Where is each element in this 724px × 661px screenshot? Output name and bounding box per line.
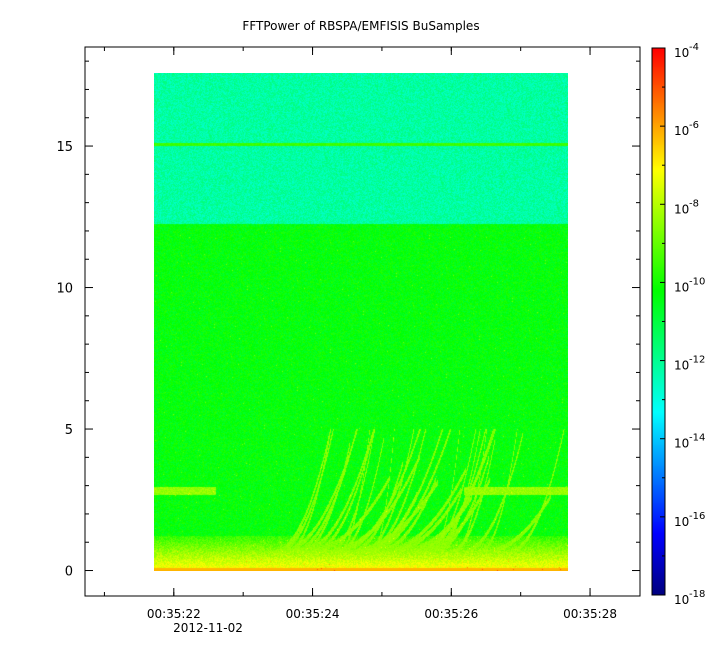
colorbar-tick-exponent: -10 [689,276,705,287]
spectrogram-canvas [154,73,568,571]
colorbar-tick-label: 10 [674,359,689,373]
colorbar-tick-exponent: -18 [689,589,705,600]
x-tick-label: 00:35:28 [563,607,617,621]
x-axis-date-label: 2012-11-02 [173,621,243,635]
colorbar-tick-label: 10 [674,515,689,529]
chart-title: FFTPower of RBSPA/EMFISIS BuSamples [242,19,479,33]
colorbar-holder [652,48,665,595]
colorbar-tick-label: 10 [674,124,689,138]
colorbar-tick-exponent: -14 [689,433,705,444]
x-tick-label: 00:35:26 [424,607,478,621]
colorbar-tick-label: 10 [674,280,689,294]
colorbar-tick-label: 10 [674,202,689,216]
colorbar-tick-label: 10 [674,593,689,607]
colorbar-tick-exponent: -8 [689,198,699,209]
y-tick-label: 5 [65,423,73,438]
colorbar-tick-label: 10 [674,46,689,60]
y-axis: 0 5 10 15 [56,60,640,580]
x-tick-label: 00:35:22 [147,607,201,621]
x-axis: 00:35:22 00:35:24 00:35:26 00:35:28 [103,47,617,621]
y-tick-label: 10 [56,282,73,297]
colorbar-tick-exponent: -12 [689,355,705,366]
colorbar-gradient [652,48,665,595]
y-tick-label: 15 [56,140,73,155]
x-tick-label: 00:35:24 [286,607,340,621]
colorbar-tick-label: 10 [674,437,689,451]
colorbar-tick-exponent: -4 [689,42,699,53]
colorbar-tick-exponent: -6 [689,120,699,131]
y-tick-label: 0 [65,565,73,580]
spectrogram-canvas-holder [154,73,568,571]
colorbar-tick-exponent: -16 [689,511,705,522]
